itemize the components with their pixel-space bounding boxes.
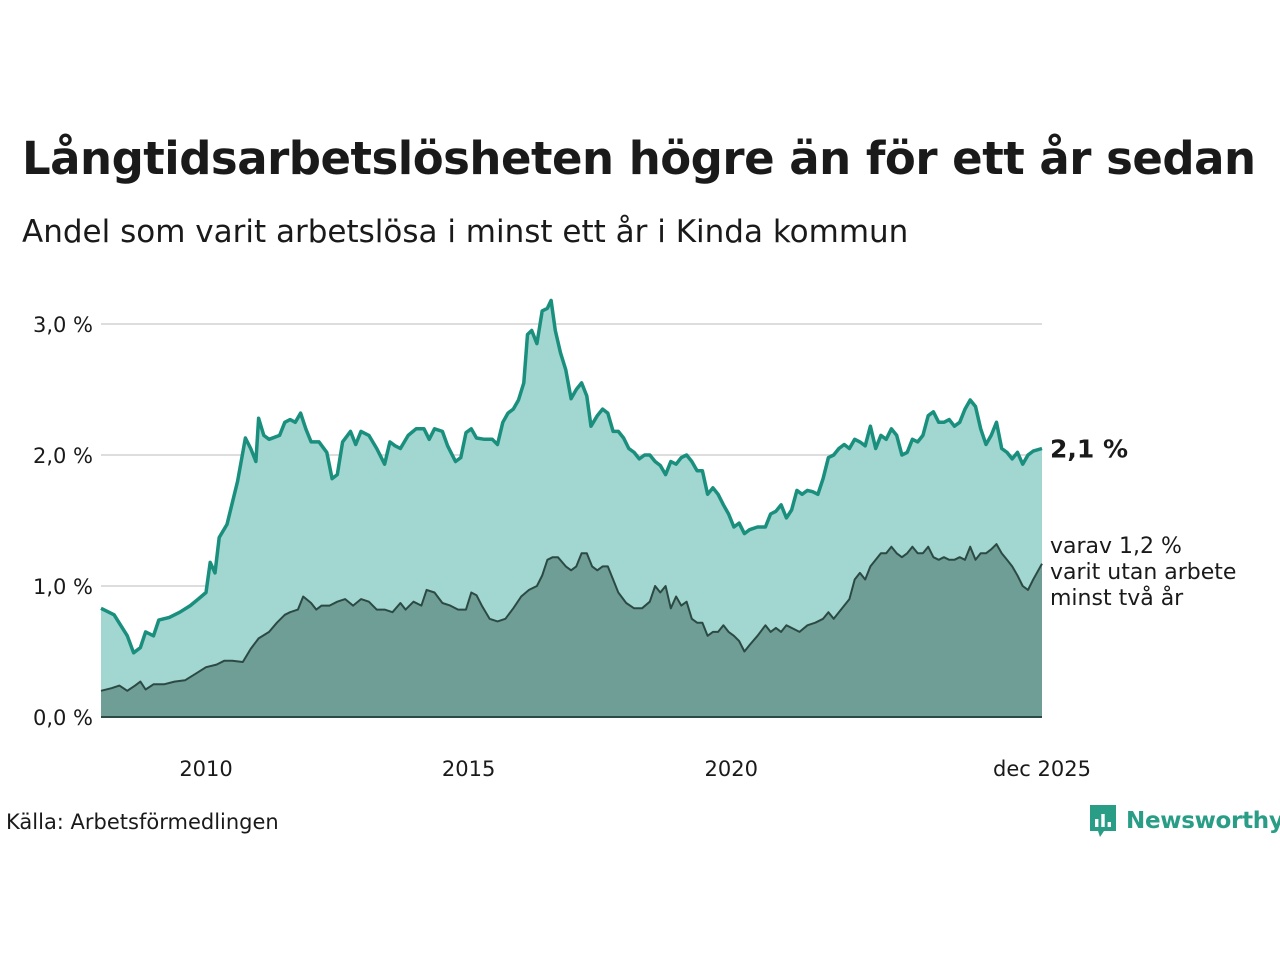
chart-title: Långtidsarbetslösheten högre än för ett … (22, 132, 1256, 185)
newsworthy-logo: Newsworthy (1088, 803, 1280, 839)
x-tick-label: 2015 (442, 757, 495, 781)
x-tick-label: 2010 (179, 757, 232, 781)
chart-subtitle: Andel som varit arbetslösa i minst ett å… (22, 214, 909, 250)
source-note: Källa: Arbetsförmedlingen (6, 810, 279, 834)
x-tick-label: 2020 (705, 757, 758, 781)
y-tick-label: 0,0 % (33, 706, 93, 730)
total-end-label: 2,1 % (1050, 434, 1128, 463)
subset-end-label-line: minst två år (1050, 585, 1184, 611)
y-tick-label: 1,0 % (33, 575, 93, 599)
x-axis-ticks: 2010 2015 2020 dec 2025 (179, 757, 1091, 781)
area-series (100, 298, 1043, 718)
y-axis-ticks: 0,0 % 1,0 % 2,0 % 3,0 % (33, 313, 93, 730)
y-tick-label: 3,0 % (33, 313, 93, 337)
series-area-2 (101, 544, 1042, 717)
subset-end-label-line: varit utan arbete (1050, 560, 1236, 585)
x-tick-label: dec 2025 (993, 757, 1091, 781)
logo-text: Newsworthy (1126, 808, 1280, 834)
series-line-1 (100, 298, 1043, 655)
bar-chart-speech-bubble-icon (1090, 805, 1116, 837)
series-line-2 (100, 543, 1043, 692)
y-tick-label: 2,0 % (33, 444, 93, 468)
subset-end-label-line: varav 1,2 % (1050, 534, 1182, 559)
